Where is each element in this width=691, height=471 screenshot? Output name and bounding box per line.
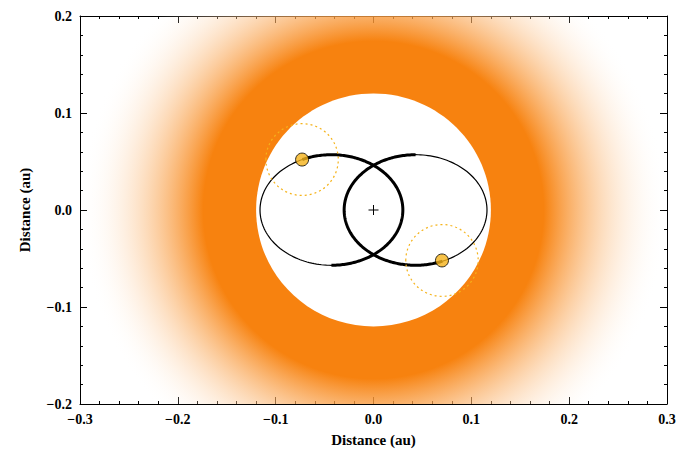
svg-text:−0.2: −0.2 [165, 412, 190, 427]
svg-text:0.2: 0.2 [55, 9, 73, 24]
svg-text:−0.1: −0.1 [263, 412, 288, 427]
svg-text:0.1: 0.1 [463, 412, 481, 427]
svg-text:−0.2: −0.2 [47, 397, 72, 412]
svg-text:0.0: 0.0 [365, 412, 383, 427]
svg-text:0.0: 0.0 [55, 203, 73, 218]
svg-text:−0.1: −0.1 [47, 300, 72, 315]
svg-text:Distance (au): Distance (au) [17, 168, 34, 253]
svg-text:Distance (au): Distance (au) [331, 432, 416, 449]
svg-text:0.1: 0.1 [55, 106, 73, 121]
svg-text:0.3: 0.3 [658, 412, 676, 427]
svg-text:−0.3: −0.3 [67, 412, 92, 427]
svg-text:0.2: 0.2 [560, 412, 578, 427]
